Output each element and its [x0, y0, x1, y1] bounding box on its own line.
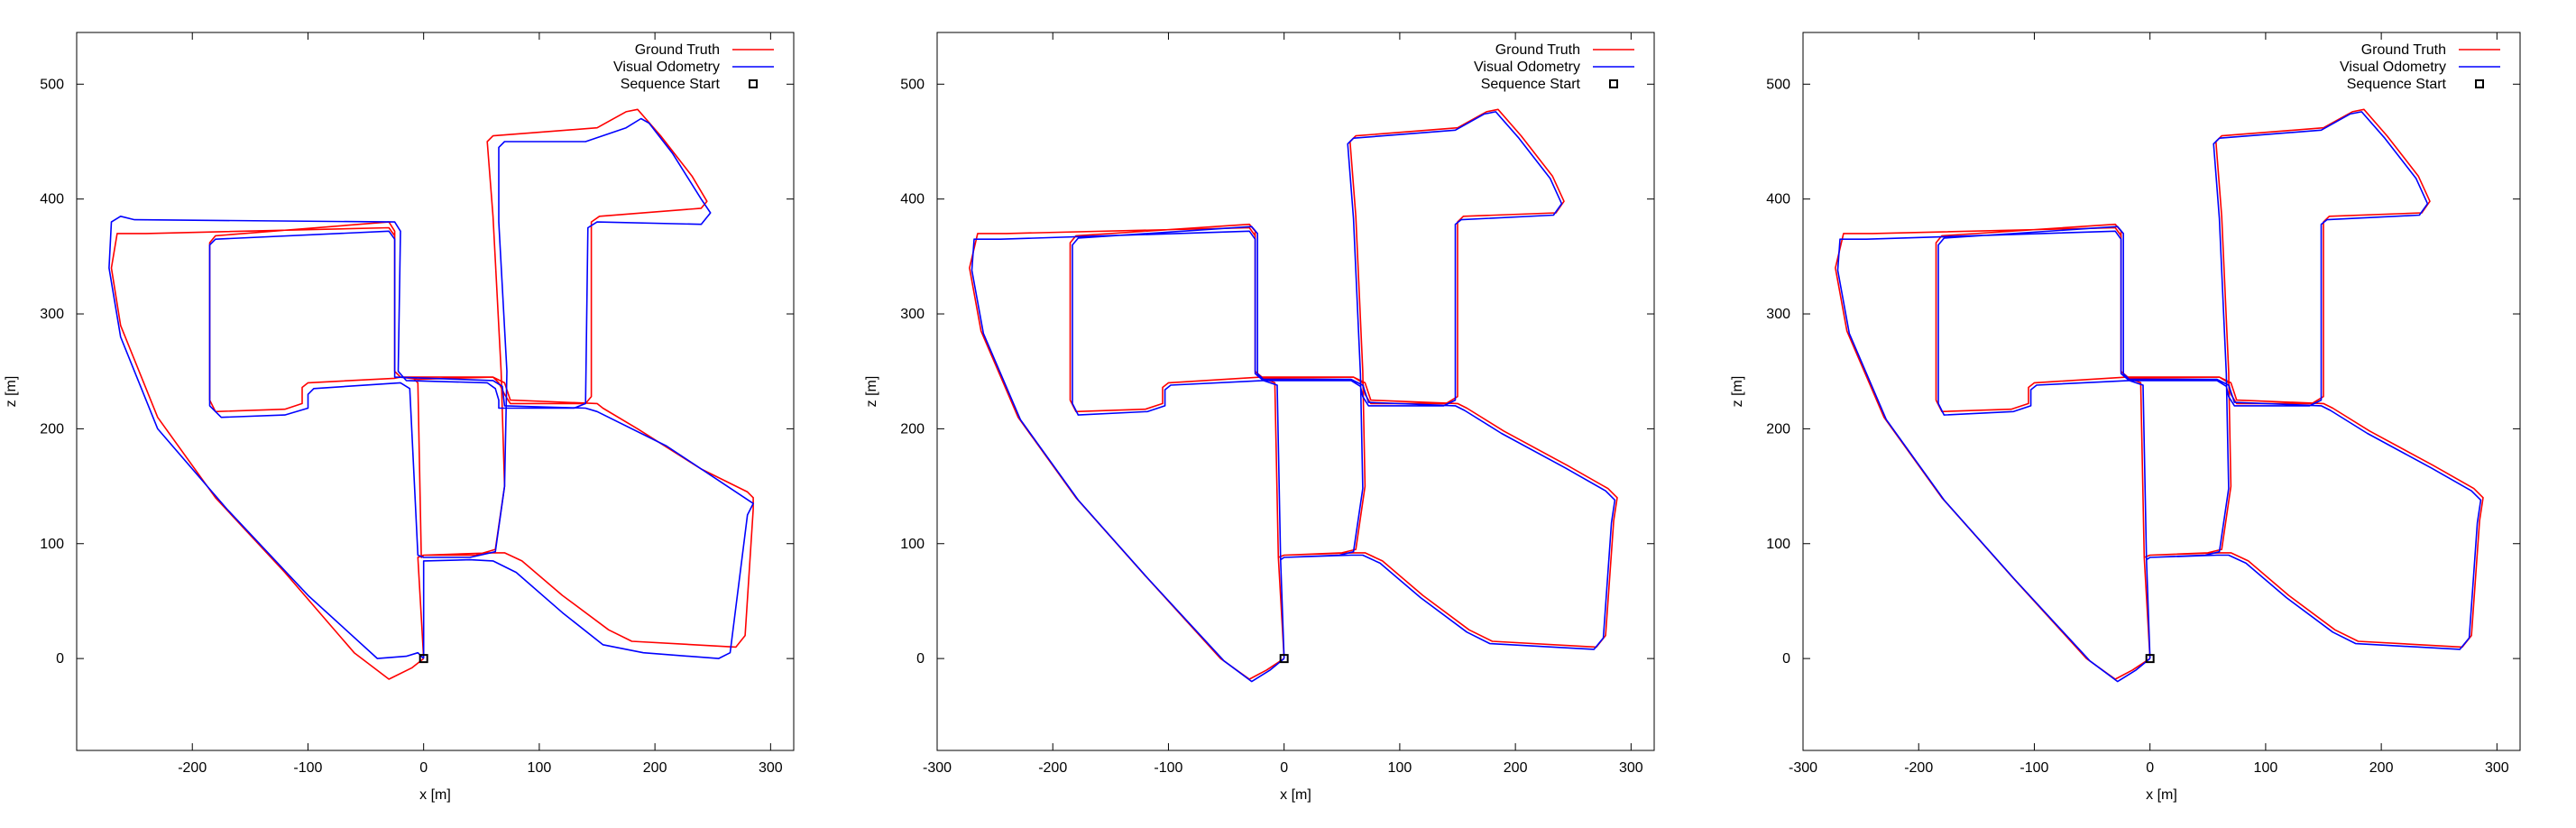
legend-entry-label: Ground Truth: [2361, 42, 2446, 58]
y-tick-label: 400: [40, 192, 64, 207]
legend-entry-label: Visual Odometry: [1474, 60, 1580, 75]
y-tick-label: 100: [900, 537, 925, 552]
x-tick-label: 100: [1388, 760, 1412, 776]
visual-odometry-line: [1836, 111, 2482, 683]
x-axis-label: x [m]: [1280, 787, 1311, 803]
legend-entry-label: Sequence Start: [1481, 77, 1581, 92]
x-tick-label: 300: [1619, 760, 1643, 776]
x-tick-label: 200: [643, 760, 667, 776]
y-tick-label: 300: [40, 307, 64, 322]
x-tick-label: 200: [1504, 760, 1528, 776]
y-axis-label: z [m]: [1730, 376, 1745, 408]
x-tick-label: -100: [2019, 760, 2048, 776]
trajectory-plot-2: -300 -200 -100 0 100 200 300 0 100 200 300 400 500 x …: [864, 32, 1655, 803]
ground-truth-line: [110, 108, 754, 680]
legend-entry-label: Ground Truth: [1495, 42, 1580, 58]
legend-sequence-start-swatch: [2475, 79, 2484, 88]
y-tick-label: 0: [56, 651, 64, 667]
x-axis-label: x [m]: [2146, 787, 2177, 803]
x-tick-label: -300: [1789, 760, 1817, 776]
sequence-start-marker: [2145, 654, 2155, 664]
x-tick-label: -200: [1904, 760, 1933, 776]
x-axis-label: x [m]: [419, 787, 451, 803]
y-tick-label: 200: [40, 421, 64, 437]
x-tick-label: -300: [923, 760, 952, 776]
legend-entry-label: Sequence Start: [621, 77, 721, 92]
y-axis-label: z [m]: [864, 376, 879, 408]
x-tick-label: -200: [178, 760, 207, 776]
y-tick-label: 500: [900, 77, 925, 92]
y-tick-label: 300: [1766, 307, 1790, 322]
x-tick-label: 0: [1280, 760, 1288, 776]
legend-sequence-start-swatch: [749, 79, 758, 88]
y-tick-label: 300: [900, 307, 925, 322]
x-tick-label: 300: [2485, 760, 2509, 776]
plot-frame: [76, 32, 795, 751]
y-tick-label: 500: [1766, 77, 1790, 92]
x-tick-label: 100: [2254, 760, 2278, 776]
y-tick-label: 200: [900, 421, 925, 437]
y-tick-label: 200: [1766, 421, 1790, 437]
legend-entry-label: Ground Truth: [635, 42, 720, 58]
y-axis-label: z [m]: [4, 376, 19, 408]
legend-sequence-start-swatch: [1609, 79, 1618, 88]
x-tick-label: 200: [2369, 760, 2394, 776]
sequence-start-marker: [419, 654, 428, 664]
visual-odometry-line: [108, 117, 754, 659]
plot-frame: [936, 32, 1655, 751]
y-tick-label: 400: [900, 192, 925, 207]
x-tick-label: 0: [419, 760, 428, 776]
x-tick-label: 300: [759, 760, 783, 776]
ground-truth-line: [1835, 108, 2484, 680]
sequence-start-marker: [1279, 654, 1289, 664]
trajectory-plot-3: -300 -200 -100 0 100 200 300 0 100 200 300 400 500 x …: [1730, 32, 2521, 803]
x-tick-label: -100: [1154, 760, 1182, 776]
x-tick-label: -200: [1038, 760, 1067, 776]
x-tick-label: 0: [2146, 760, 2154, 776]
y-tick-label: 0: [1782, 651, 1790, 667]
legend-entry-label: Visual Odometry: [2340, 60, 2446, 75]
y-tick-label: 100: [40, 537, 64, 552]
legend-entry-label: Visual Odometry: [613, 60, 720, 75]
y-tick-label: 400: [1766, 192, 1790, 207]
x-tick-label: 100: [528, 760, 552, 776]
ground-truth-line: [969, 108, 1618, 680]
y-tick-label: 500: [40, 77, 64, 92]
legend-entry-label: Sequence Start: [2347, 77, 2447, 92]
visual-odometry-line: [971, 111, 1616, 683]
y-tick-label: 0: [916, 651, 925, 667]
plot-frame: [1802, 32, 2521, 751]
y-tick-label: 100: [1766, 537, 1790, 552]
x-tick-label: -100: [293, 760, 322, 776]
trajectory-plot-1: -200 -100 0 100 200 300 0 100 200 300 400 500 x [m] z…: [4, 32, 795, 803]
